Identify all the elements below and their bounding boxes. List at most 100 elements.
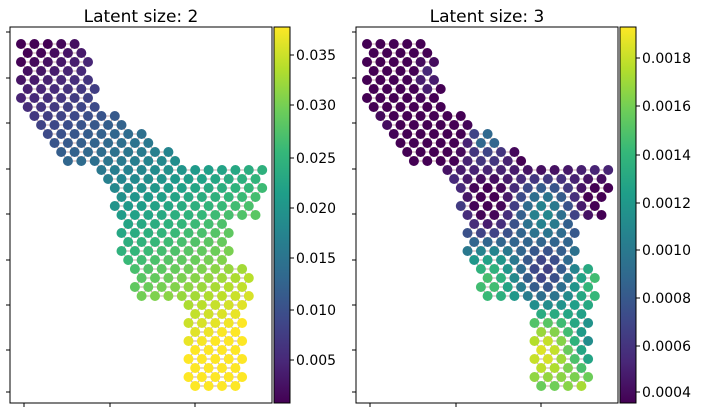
node-point <box>549 219 560 229</box>
node-point <box>563 201 573 211</box>
node-point <box>203 291 214 301</box>
node-point <box>542 174 553 184</box>
panel-2-title: Latent size: 3 <box>430 7 545 27</box>
node-point <box>402 111 413 121</box>
node-point <box>83 147 93 157</box>
node-point <box>123 183 134 193</box>
node-point <box>529 354 540 364</box>
colorbar-tick-label: 0.0016 <box>642 99 691 115</box>
node-point <box>183 192 194 202</box>
node-point <box>223 372 234 382</box>
node-point <box>496 255 506 265</box>
node-point <box>123 165 134 175</box>
node-point <box>536 165 547 175</box>
node-point <box>150 183 160 193</box>
node-point <box>250 192 261 202</box>
node-point <box>469 201 480 211</box>
node-point <box>243 291 254 301</box>
node-point <box>203 165 214 175</box>
node-point <box>237 336 248 346</box>
node-point <box>496 273 506 283</box>
node-point <box>243 201 254 211</box>
node-point <box>362 39 372 49</box>
node-point <box>183 246 194 256</box>
node-point <box>375 39 386 49</box>
node-point <box>502 192 513 202</box>
node-point <box>129 228 140 238</box>
node-point <box>89 120 100 130</box>
node-point <box>422 48 433 58</box>
colorbar-tick-label: 0.025 <box>296 151 336 167</box>
colorbar-tick-label: 0.015 <box>296 251 336 267</box>
node-point <box>62 102 73 112</box>
node-point <box>163 237 174 247</box>
node-point <box>435 102 446 112</box>
node-point <box>83 75 93 85</box>
node-point <box>29 75 40 85</box>
colorbar-tick-label: 0.010 <box>296 303 336 319</box>
node-point <box>183 318 194 328</box>
node-point <box>163 255 174 265</box>
node-point <box>435 120 446 130</box>
node-point <box>143 282 154 292</box>
node-point <box>542 246 553 256</box>
node-point <box>415 93 426 103</box>
node-point <box>415 147 426 157</box>
node-point <box>116 120 127 130</box>
node-point <box>583 318 594 328</box>
node-point <box>475 192 486 202</box>
node-point <box>230 363 241 373</box>
node-point <box>183 228 194 238</box>
node-point <box>183 264 194 274</box>
node-point <box>576 345 587 355</box>
node-point <box>536 219 547 229</box>
node-point <box>469 147 480 157</box>
node-point <box>422 138 433 148</box>
node-point <box>136 165 147 175</box>
node-point <box>190 255 201 265</box>
node-point <box>402 129 413 139</box>
node-point <box>576 327 587 337</box>
node-point <box>163 273 174 283</box>
node-point <box>170 192 181 202</box>
node-point <box>395 102 406 112</box>
node-point <box>529 246 540 256</box>
node-point <box>116 138 127 148</box>
node-point <box>203 381 214 391</box>
node-point <box>203 327 214 337</box>
node-point <box>230 273 241 283</box>
node-point <box>429 111 439 121</box>
node-point <box>489 156 500 166</box>
node-point <box>143 192 154 202</box>
node-point <box>176 273 187 283</box>
node-point <box>217 363 227 373</box>
node-point <box>196 246 207 256</box>
node-point <box>103 120 114 130</box>
node-point <box>442 129 453 139</box>
node-point <box>243 183 254 193</box>
node-point <box>589 165 600 175</box>
node-point <box>22 84 33 94</box>
node-point <box>563 165 573 175</box>
node-point <box>589 291 600 301</box>
node-point <box>422 66 433 76</box>
node-point <box>49 66 60 76</box>
node-point <box>250 210 261 220</box>
node-point <box>42 111 53 121</box>
node-point <box>382 120 393 130</box>
node-point <box>536 291 547 301</box>
node-point <box>469 129 480 139</box>
node-point <box>143 264 154 274</box>
node-point <box>516 246 527 256</box>
node-point <box>536 237 547 247</box>
node-point <box>529 336 540 346</box>
node-point <box>589 183 600 193</box>
node-point <box>475 282 486 292</box>
node-point <box>408 102 419 112</box>
node-point <box>150 219 160 229</box>
node-point <box>569 246 580 256</box>
node-point <box>69 39 80 49</box>
node-point <box>203 363 214 373</box>
node-point <box>196 300 207 310</box>
